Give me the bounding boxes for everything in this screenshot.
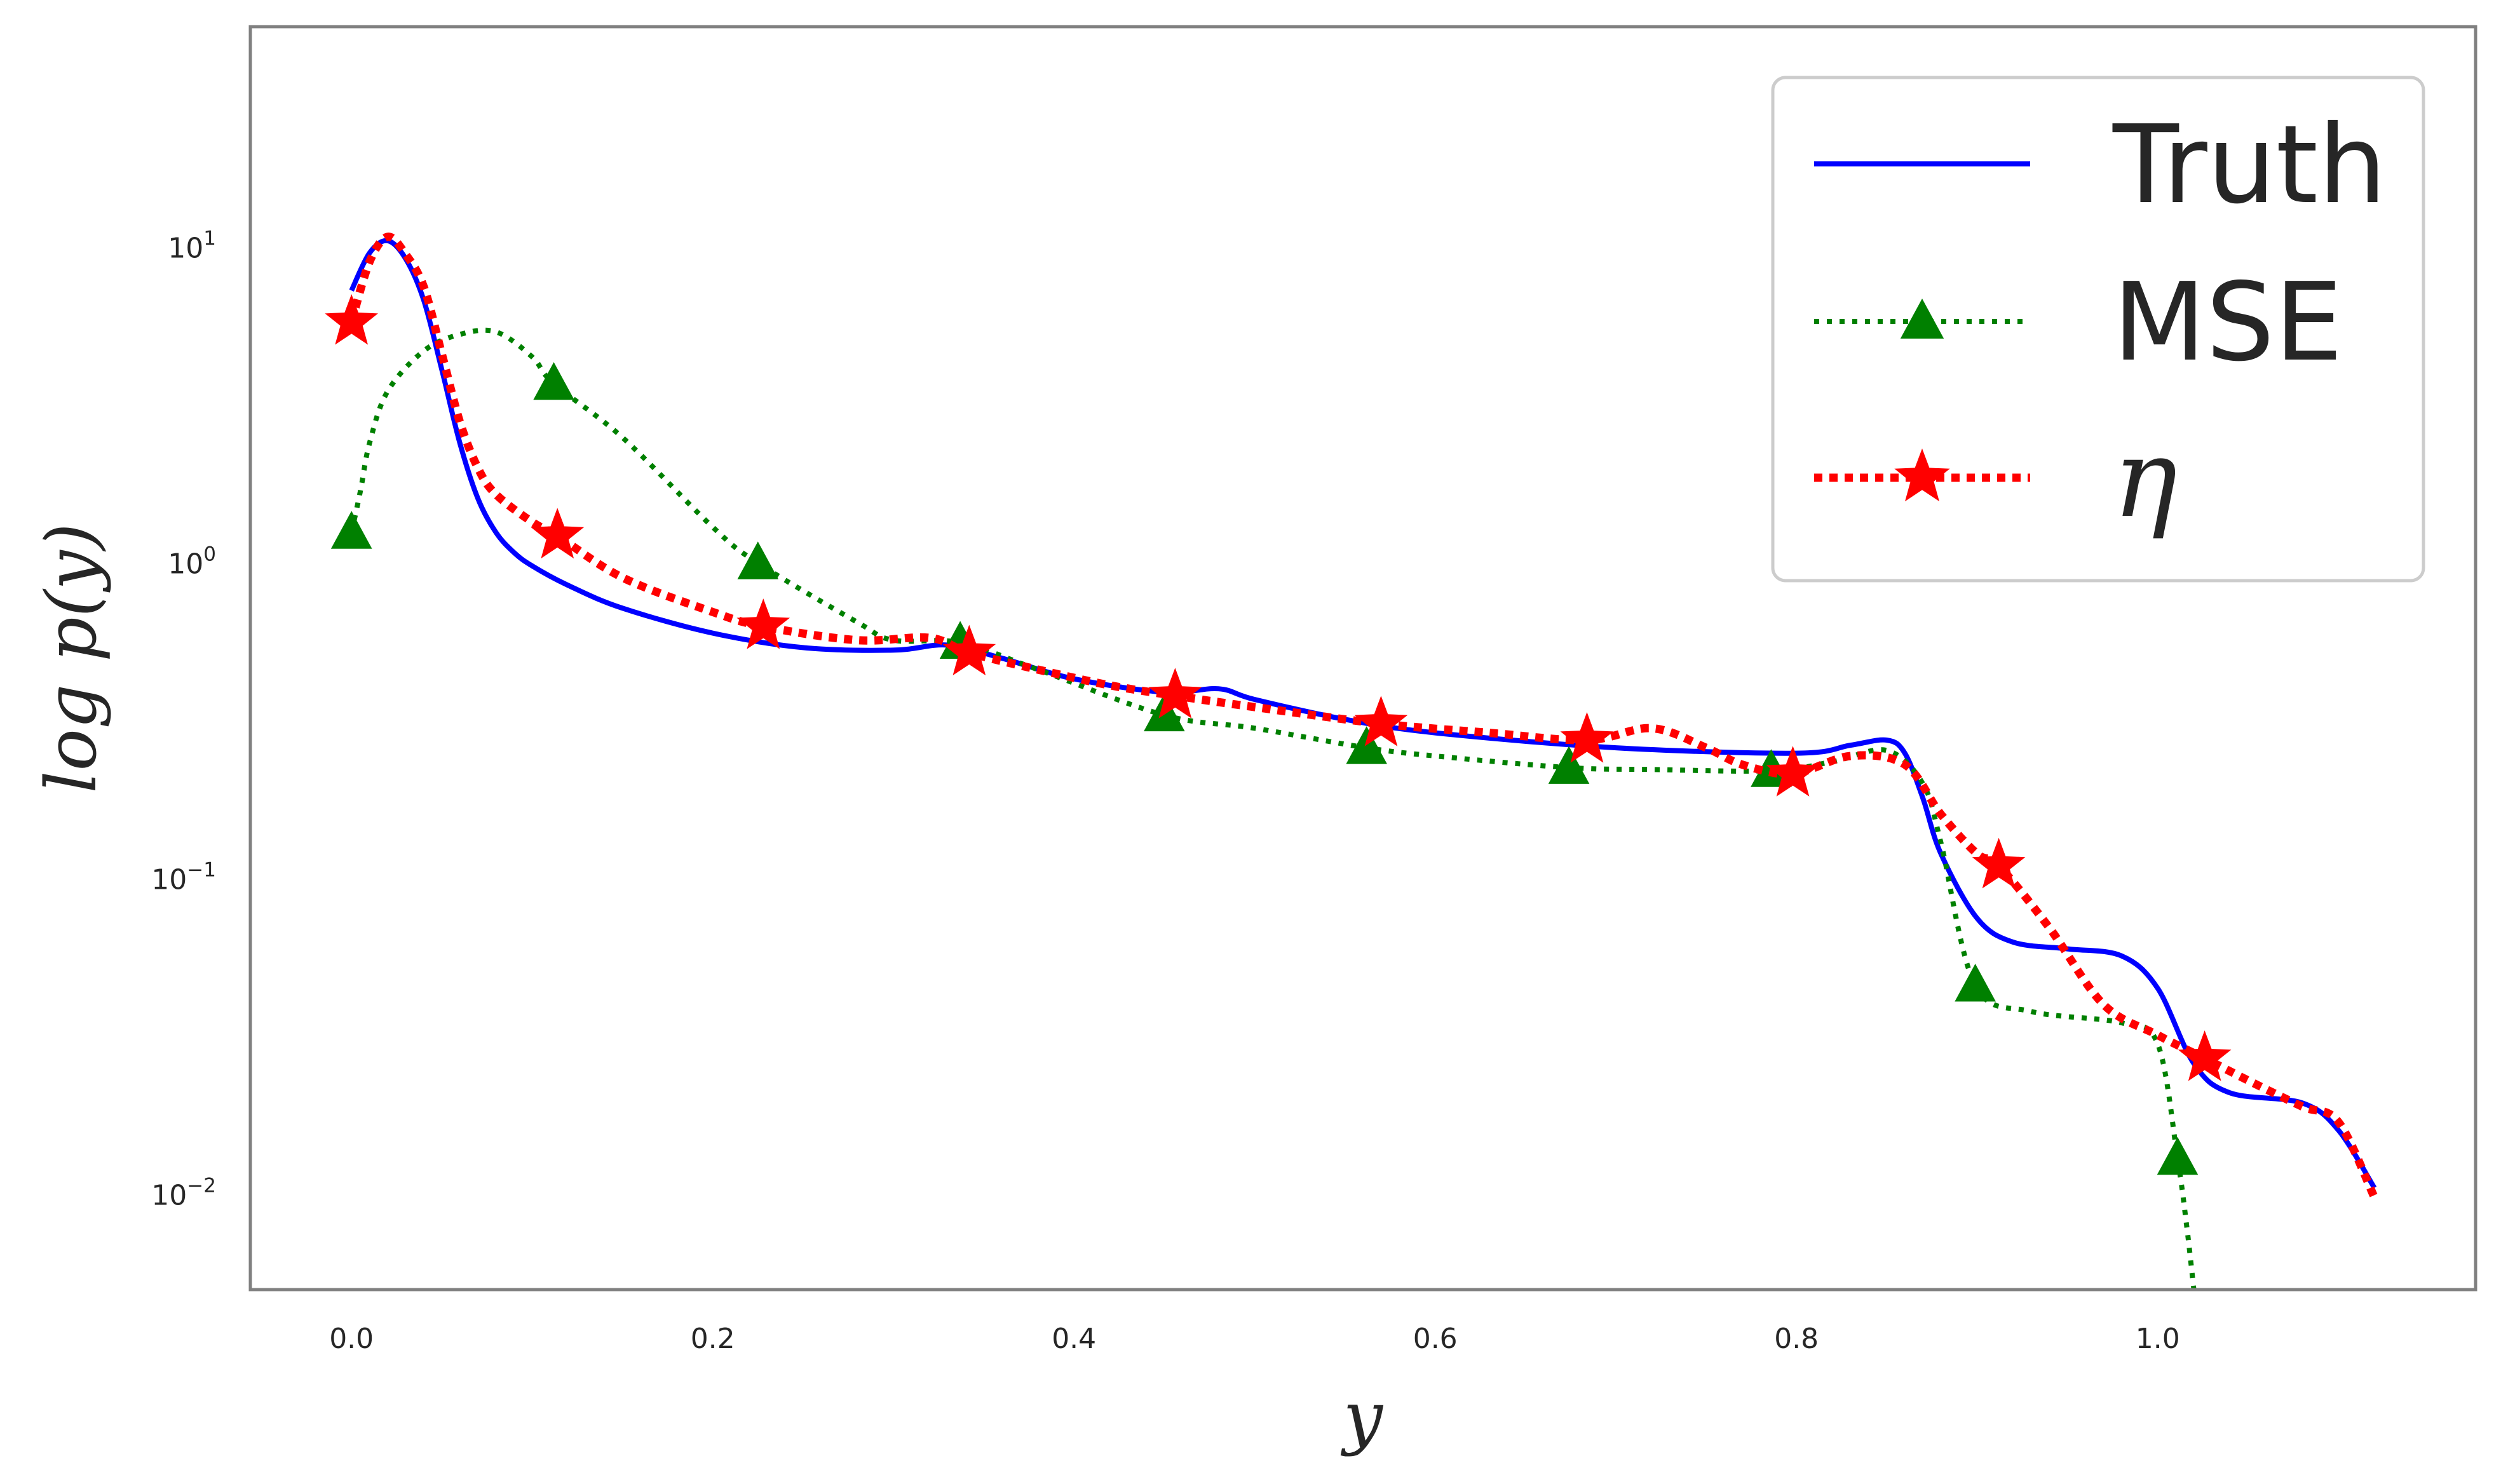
series-1-marker-2 <box>737 541 779 579</box>
y-tick-label: 10−2 <box>151 1174 216 1211</box>
y-tick-label: 101 <box>168 227 216 264</box>
series-line-1 <box>349 327 2197 1290</box>
x-tick-label: 0.0 <box>329 1323 374 1355</box>
series-line-2 <box>347 233 2378 1199</box>
legend-label-1: MSE <box>2113 260 2343 386</box>
y-axis-ticks: 101 100 10−1 10−2 <box>151 227 216 1211</box>
x-axis-ticks: 0.0 0.2 0.4 0.6 0.8 1.0 <box>329 1323 2180 1355</box>
series-2-marker-6 <box>1560 712 1614 763</box>
series-1-marker-5 <box>1346 726 1387 764</box>
legend-label-0: Truth <box>2112 102 2387 228</box>
legend-box <box>1771 76 2425 583</box>
legend-label-2: η <box>2113 416 2178 542</box>
series-2-marker-7 <box>1766 746 1820 797</box>
series-2-marker-3 <box>942 624 996 676</box>
series-2-marker-2 <box>736 598 790 649</box>
series-2-marker-0 <box>325 294 378 345</box>
legend-marker-2 <box>1894 449 1950 502</box>
x-tick-label: 0.8 <box>1774 1323 1819 1355</box>
series-2-marker-8 <box>1972 837 2026 889</box>
x-axis-label: y <box>1340 1376 1384 1457</box>
series-2-marker-1 <box>531 508 585 559</box>
x-tick-label: 1.0 <box>2136 1323 2180 1355</box>
series-1-marker-1 <box>533 361 574 400</box>
series-2-marker-4 <box>1148 668 1202 718</box>
y-tick-label: 10−1 <box>151 858 216 896</box>
x-tick-label: 0.6 <box>1413 1323 1458 1355</box>
series-1-marker-8 <box>1955 963 1996 1002</box>
x-tick-label: 0.4 <box>1052 1323 1096 1355</box>
series-line-0 <box>349 238 2377 1190</box>
y-axis-label: log p(y) <box>30 523 112 793</box>
legend: Truth MSE η <box>1771 76 2425 583</box>
legend-entries: Truth MSE η <box>1814 102 2387 542</box>
legend-marker-1 <box>1900 299 1944 339</box>
series-1-marker-0 <box>330 511 372 549</box>
y-tick-label: 100 <box>168 543 216 580</box>
series-2-marker-9 <box>2178 1030 2232 1081</box>
plot-frame <box>248 25 2477 1292</box>
x-tick-label: 0.2 <box>691 1323 735 1355</box>
series-2-marker-5 <box>1354 696 1408 746</box>
series-1-marker-6 <box>1548 746 1590 784</box>
series-1-marker-9 <box>2157 1137 2199 1175</box>
series-layer <box>325 233 2378 1290</box>
